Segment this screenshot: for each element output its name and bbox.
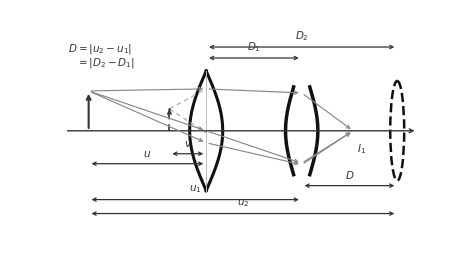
Text: $u_1$: $u_1$ (189, 183, 201, 195)
Text: $v$: $v$ (184, 139, 192, 149)
Text: $I_1$: $I_1$ (357, 142, 366, 156)
Text: $u$: $u$ (143, 149, 152, 159)
Text: $D_2$: $D_2$ (295, 29, 309, 43)
Text: $D_1$: $D_1$ (247, 40, 261, 54)
Text: $D = |u_2 - u_1|$: $D = |u_2 - u_1|$ (68, 42, 133, 56)
Text: $u_2$: $u_2$ (237, 197, 249, 209)
Text: $= |D_2 - D_1|$: $= |D_2 - D_1|$ (76, 56, 135, 70)
Text: $D$: $D$ (345, 169, 354, 181)
